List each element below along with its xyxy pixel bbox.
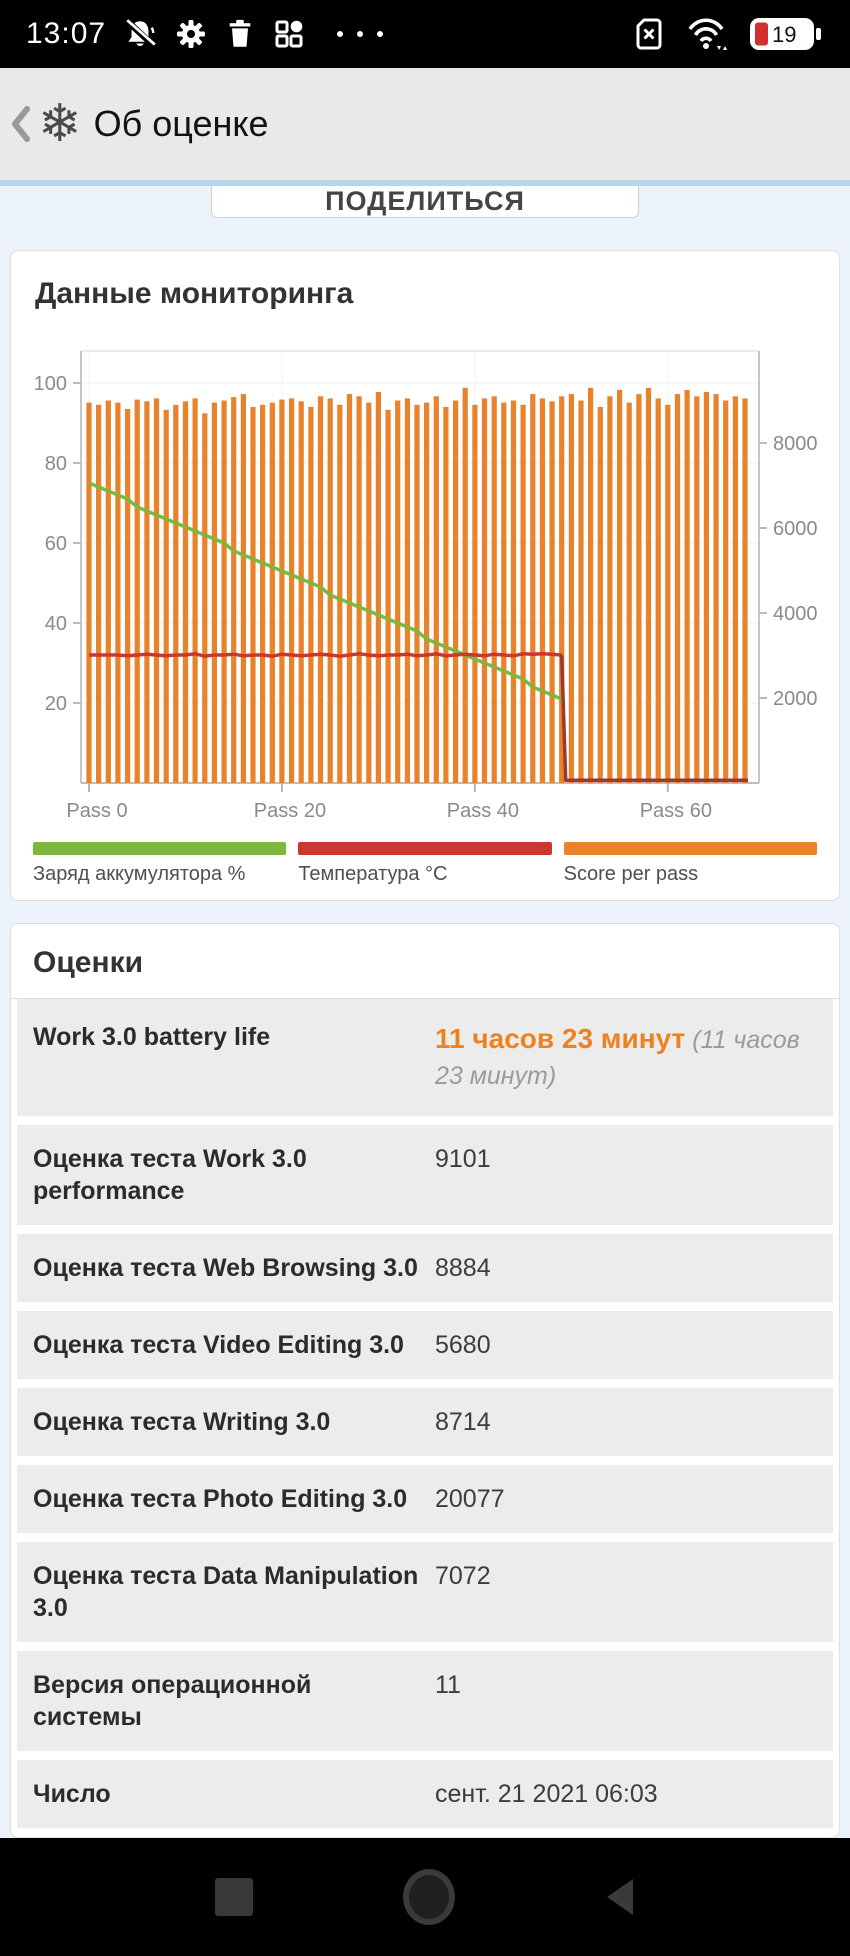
- monitoring-chart: 20 40 60 80 100 2000 4000 6000 8000 Pass 0 Pass 20…: [34, 350, 818, 822]
- battery-percent-text: 19: [772, 22, 796, 47]
- chart-legend: Заряд аккумулятора % Температура °C Scor…: [29, 842, 821, 886]
- svg-text:8000: 8000: [773, 433, 817, 455]
- row-label: Work 3.0 battery life: [33, 1023, 271, 1051]
- header-divider: [0, 180, 850, 186]
- table-row: Оценка теста Photo Editing 3.0 20077: [17, 1465, 833, 1533]
- temperature-legend-label: Температура °C: [298, 863, 448, 885]
- monitoring-card: Данные мониторинга 20 40 60 80 100 2000 4000 60…: [10, 250, 840, 901]
- table-row: Версия операционной системы 11: [17, 1651, 833, 1751]
- share-button[interactable]: ПОДЕЛИТЬСЯ: [211, 186, 639, 218]
- table-row: Число сент. 21 2021 06:03: [17, 1760, 833, 1828]
- temperature-legend-swatch: [298, 842, 552, 855]
- row-label: Оценка теста Writing 3.0: [33, 1408, 331, 1436]
- gear-icon: [174, 17, 208, 51]
- row-label: Число: [33, 1780, 111, 1808]
- row-value: 8884: [435, 1254, 491, 1282]
- row-label: Оценка теста Video Editing 3.0: [33, 1331, 404, 1359]
- clock: 13:07: [26, 17, 107, 50]
- table-row: Оценка теста Web Browsing 3.0 8884: [17, 1234, 833, 1302]
- recents-square-icon[interactable]: [215, 1878, 253, 1916]
- sim-missing-icon: [630, 15, 668, 53]
- row-value: 8714: [435, 1408, 491, 1436]
- monitoring-title: Данные мониторинга: [35, 277, 354, 310]
- back-chevron-icon[interactable]: [8, 104, 34, 144]
- svg-text:6000: 6000: [773, 518, 817, 540]
- row-value: 7072: [435, 1562, 491, 1590]
- svg-text:4000: 4000: [773, 603, 817, 625]
- status-bar: 13:07: [0, 0, 850, 68]
- scores-card: Оценки Work 3.0 battery life 11 часов 23…: [10, 923, 840, 1838]
- svg-text:60: 60: [45, 533, 67, 555]
- dashboard-icon: [272, 17, 306, 51]
- svg-text:80: 80: [45, 453, 67, 475]
- svg-text:20: 20: [45, 693, 67, 715]
- row-label: Оценка теста Work 3.0 performance: [33, 1145, 307, 1205]
- table-row-battery-life: Work 3.0 battery life 11 часов 23 минут …: [17, 999, 833, 1116]
- svg-text:Pass 20: Pass 20: [254, 800, 326, 822]
- row-label: Версия операционной системы: [33, 1671, 312, 1731]
- page-title: Об оценке: [93, 103, 269, 144]
- row-value: 9101: [435, 1145, 491, 1173]
- table-row: Оценка теста Data Manipulation 3.0 7072: [17, 1542, 833, 1642]
- bell-muted-icon: [122, 16, 158, 52]
- svg-text:Pass 0: Pass 0: [66, 800, 127, 822]
- svg-text:100: 100: [34, 373, 67, 395]
- wifi-icon: [686, 15, 730, 53]
- trash-icon: [224, 18, 256, 50]
- battery-legend-label: Заряд аккумулятора %: [33, 863, 246, 885]
- svg-text:2000: 2000: [773, 688, 817, 710]
- legend-item-battery: Заряд аккумулятора %: [33, 842, 287, 886]
- app-header: ❄ Об оценке: [0, 68, 850, 180]
- battery-life-value: 11 часов 23 минут: [435, 1023, 686, 1054]
- score-legend-label: Score per pass: [563, 863, 699, 885]
- row-value: 11 часов 23 минут (11 часов 23 минут): [435, 1021, 817, 1094]
- table-row: Оценка теста Work 3.0 performance 9101: [17, 1125, 833, 1225]
- android-nav-bar: [0, 1838, 850, 1956]
- scores-divider: [11, 998, 839, 999]
- legend-item-score: Score per pass: [563, 842, 817, 886]
- snowflake-icon: ❄: [38, 95, 82, 153]
- legend-item-temperature: Температура °C: [298, 842, 552, 886]
- row-label: Оценка теста Photo Editing 3.0: [33, 1485, 408, 1513]
- battery-life-note: (11 часов 23 минут): [435, 1026, 800, 1090]
- row-value: сент. 21 2021 06:03: [435, 1780, 658, 1808]
- score-legend-swatch: [563, 842, 817, 855]
- row-value: 5680: [435, 1331, 491, 1359]
- row-value: 11: [435, 1671, 461, 1699]
- row-value: 20077: [435, 1485, 505, 1513]
- table-row: Оценка теста Video Editing 3.0 5680: [17, 1311, 833, 1379]
- back-triangle-icon[interactable]: [605, 1877, 635, 1917]
- table-row: Оценка теста Writing 3.0 8714: [17, 1388, 833, 1456]
- row-label: Оценка теста Web Browsing 3.0: [33, 1254, 418, 1282]
- svg-text:Pass 60: Pass 60: [640, 800, 712, 822]
- svg-text:Pass 40: Pass 40: [447, 800, 519, 822]
- battery-legend-swatch: [33, 842, 287, 855]
- battery-icon: 19: [748, 15, 824, 53]
- more-dots-icon: [334, 28, 386, 40]
- home-circle-icon[interactable]: [403, 1869, 455, 1925]
- row-label: Оценка теста Data Manipulation 3.0: [33, 1562, 419, 1622]
- scores-title: Оценки: [33, 946, 144, 979]
- svg-text:40: 40: [45, 613, 67, 635]
